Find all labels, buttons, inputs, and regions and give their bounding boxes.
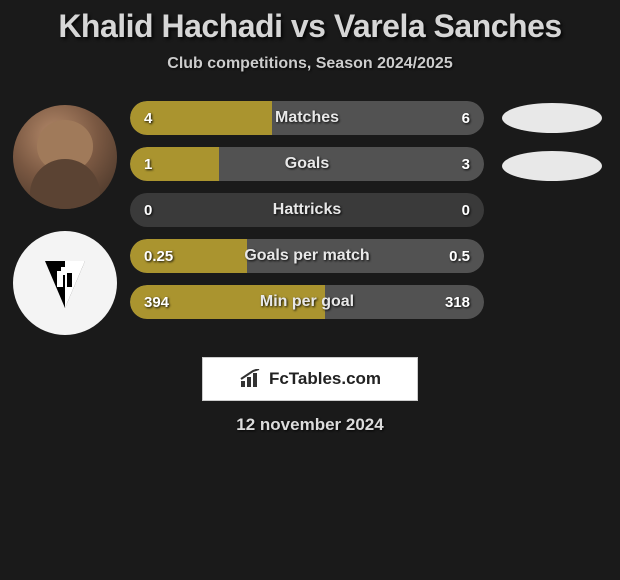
stat-label: Matches <box>275 109 339 127</box>
stat-value-right: 0.5 <box>449 248 470 265</box>
title-player2: Varela Sanches <box>334 8 562 44</box>
stat-value-left: 0.25 <box>144 248 173 265</box>
stat-label: Hattricks <box>273 201 341 219</box>
stat-value-right: 3 <box>462 156 470 173</box>
stat-bar: 394 318 Min per goal <box>130 285 484 319</box>
right-column <box>484 101 620 335</box>
stat-bar: 0.25 0.5 Goals per match <box>130 239 484 273</box>
page-title: Khalid Hachadi vs Varela Sanches <box>58 8 561 45</box>
stat-value-left: 4 <box>144 110 152 127</box>
club-crest-icon <box>35 253 95 313</box>
stat-label: Min per goal <box>260 293 354 311</box>
title-vs: vs <box>291 8 326 44</box>
date-label: 12 november 2024 <box>236 415 383 435</box>
avatar-player1 <box>13 105 117 209</box>
left-column <box>0 101 130 335</box>
stat-value-right: 318 <box>445 294 470 311</box>
subtitle: Club competitions, Season 2024/2025 <box>167 55 452 73</box>
stat-value-left: 1 <box>144 156 152 173</box>
page-root: Khalid Hachadi vs Varela Sanches Club co… <box>0 0 620 435</box>
oval-player1 <box>502 103 602 133</box>
stat-value-left: 0 <box>144 202 152 219</box>
stat-fill-right <box>219 147 485 181</box>
stat-bar: 4 6 Matches <box>130 101 484 135</box>
brand-text: FcTables.com <box>269 369 381 389</box>
avatar-club <box>13 231 117 335</box>
title-player1: Khalid Hachadi <box>58 8 282 44</box>
chart-icon <box>239 369 263 389</box>
oval-player2 <box>502 151 602 181</box>
stat-value-right: 0 <box>462 202 470 219</box>
stat-value-left: 394 <box>144 294 169 311</box>
stat-bar: 0 0 Hattricks <box>130 193 484 227</box>
brand-box[interactable]: FcTables.com <box>202 357 418 401</box>
stats-column: 4 6 Matches 1 3 Goals 0 0 Hattricks 0.25 0.5 Goals … <box>130 101 484 335</box>
stat-label: Goals per match <box>244 247 369 265</box>
stat-bar: 1 3 Goals <box>130 147 484 181</box>
stat-label: Goals <box>285 155 329 173</box>
body-row: 4 6 Matches 1 3 Goals 0 0 Hattricks 0.25 0.5 Goals … <box>0 101 620 335</box>
stat-value-right: 6 <box>462 110 470 127</box>
